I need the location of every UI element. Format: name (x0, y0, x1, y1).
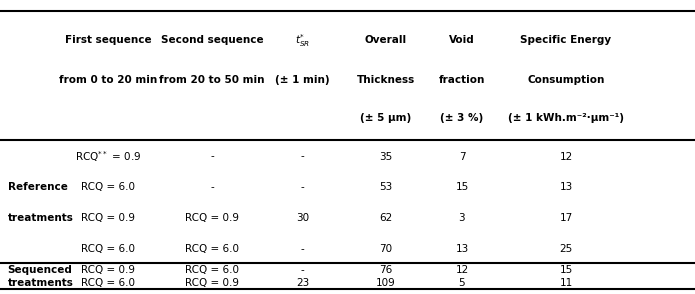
Text: treatments: treatments (8, 213, 74, 223)
Text: (± 3 %): (± 3 %) (441, 113, 484, 123)
Text: 25: 25 (559, 244, 573, 254)
Text: 62: 62 (379, 213, 392, 223)
Text: (± 5 μm): (± 5 μm) (360, 113, 411, 123)
Text: -: - (300, 244, 304, 254)
Text: 12: 12 (559, 152, 573, 162)
Text: -: - (211, 182, 214, 192)
Text: 5: 5 (459, 278, 465, 288)
Text: RCQ$^{**}$ = 0.9: RCQ$^{**}$ = 0.9 (75, 149, 141, 164)
Text: RCQ = 6.0: RCQ = 6.0 (186, 244, 239, 254)
Text: 53: 53 (379, 182, 392, 192)
Text: -: - (211, 152, 214, 162)
Text: $t_{SR}^{*}$: $t_{SR}^{*}$ (295, 32, 310, 49)
Text: RCQ = 6.0: RCQ = 6.0 (186, 265, 239, 275)
Text: 70: 70 (379, 244, 392, 254)
Text: 17: 17 (559, 213, 573, 223)
Text: 15: 15 (455, 182, 468, 192)
Text: fraction: fraction (439, 75, 485, 85)
Text: 3: 3 (459, 213, 465, 223)
Text: 30: 30 (296, 213, 309, 223)
Text: -: - (300, 265, 304, 275)
Text: RCQ = 0.9: RCQ = 0.9 (186, 278, 239, 288)
Text: Overall: Overall (365, 35, 407, 45)
Text: 11: 11 (559, 278, 573, 288)
Text: treatments: treatments (8, 278, 74, 288)
Text: 12: 12 (455, 265, 468, 275)
Text: RCQ = 6.0: RCQ = 6.0 (81, 182, 136, 192)
Text: Void: Void (449, 35, 475, 45)
Text: RCQ = 0.9: RCQ = 0.9 (186, 213, 239, 223)
Text: 23: 23 (296, 278, 309, 288)
Text: First sequence: First sequence (65, 35, 152, 45)
Text: 109: 109 (376, 278, 395, 288)
Text: Reference: Reference (8, 182, 67, 192)
Text: from 0 to 20 min: from 0 to 20 min (59, 75, 157, 85)
Text: Consumption: Consumption (528, 75, 605, 85)
Text: -: - (300, 152, 304, 162)
Text: 76: 76 (379, 265, 392, 275)
Text: 13: 13 (559, 182, 573, 192)
Text: 15: 15 (559, 265, 573, 275)
Text: 13: 13 (455, 244, 468, 254)
Text: from 20 to 50 min: from 20 to 50 min (159, 75, 265, 85)
Text: RCQ = 6.0: RCQ = 6.0 (81, 278, 136, 288)
Text: RCQ = 0.9: RCQ = 0.9 (81, 213, 136, 223)
Text: RCQ = 6.0: RCQ = 6.0 (81, 244, 136, 254)
Text: 7: 7 (459, 152, 465, 162)
Text: Second sequence: Second sequence (161, 35, 263, 45)
Text: Sequenced: Sequenced (8, 265, 72, 275)
Text: Thickness: Thickness (357, 75, 415, 85)
Text: RCQ = 0.9: RCQ = 0.9 (81, 265, 136, 275)
Text: (± 1 kWh.m⁻²·μm⁻¹): (± 1 kWh.m⁻²·μm⁻¹) (508, 113, 624, 123)
Text: 35: 35 (379, 152, 392, 162)
Text: Specific Energy: Specific Energy (521, 35, 612, 45)
Text: -: - (300, 182, 304, 192)
Text: (± 1 min): (± 1 min) (275, 75, 329, 85)
